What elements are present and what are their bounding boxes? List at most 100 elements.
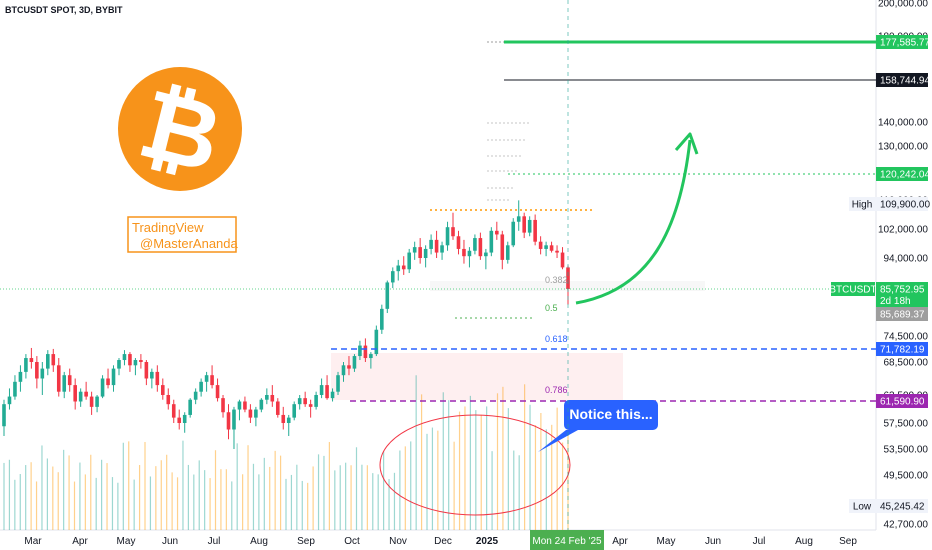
volume-bar: [491, 451, 493, 530]
candle: [341, 362, 346, 382]
candle: [363, 338, 368, 362]
candle: [215, 378, 220, 402]
x-tick-label: Aug: [250, 536, 268, 547]
volume-bar: [122, 442, 124, 530]
x-tick-label: May: [117, 536, 136, 547]
candle: [319, 378, 324, 399]
candle: [325, 375, 329, 400]
y-tick-label: 68,500.00: [884, 358, 929, 369]
volume-bar: [383, 451, 385, 530]
volume-bar: [529, 404, 531, 530]
candle: [62, 371, 67, 399]
candle: [84, 381, 88, 400]
y-tick-label: 94,000.00: [884, 254, 929, 265]
volume-bar: [513, 450, 515, 530]
candle: [144, 360, 149, 386]
volume-bar: [328, 442, 330, 530]
volume-bar: [242, 474, 244, 530]
levels-layer: 0.382 0.5 0.618 0.786: [0, 40, 876, 402]
volume-bar: [453, 441, 455, 530]
volume-bar: [534, 425, 537, 530]
candle: [259, 398, 264, 413]
volume-bar: [144, 441, 146, 530]
support-zone: [331, 353, 623, 400]
volume-bar: [339, 465, 341, 530]
fib-ratio-label: 0.5: [545, 303, 558, 313]
candle: [177, 409, 182, 430]
candle: [133, 358, 138, 376]
volume-bar: [73, 481, 76, 530]
volume-bar: [149, 476, 152, 530]
candle: [182, 412, 187, 433]
svg-text:85,752.95: 85,752.95: [880, 285, 925, 296]
candle: [56, 358, 61, 397]
y-tick-label: 102,000.00: [878, 225, 928, 236]
volume-bar: [420, 394, 423, 530]
volume-bar: [25, 465, 27, 530]
candle: [330, 388, 335, 402]
volume-bar: [111, 477, 114, 530]
price-tag: 85,689.37: [876, 307, 928, 321]
volume-bar: [301, 480, 303, 530]
candle: [467, 247, 472, 268]
price-axis[interactable]: [876, 0, 932, 550]
candle: [522, 212, 526, 239]
x-tick-label: Jul: [208, 536, 221, 547]
price-tag: 61,590.90: [876, 394, 928, 408]
y-tick-label: 49,500.00: [884, 471, 929, 482]
watermark-line2: @MasterAnanda: [140, 236, 239, 251]
candle: [73, 378, 77, 410]
crosshair-date-label: Mon 24 Feb '25: [530, 530, 604, 550]
x-tick-label: 2025: [476, 536, 499, 547]
volume-bar: [269, 466, 271, 530]
volume-bar: [166, 454, 168, 530]
candle: [495, 221, 499, 240]
candle: [78, 388, 83, 407]
candle: [24, 354, 28, 379]
candle: [516, 200, 521, 231]
candle: [462, 239, 466, 264]
volume-bar: [19, 474, 21, 530]
candle: [188, 398, 192, 418]
svg-text:177,585.77: 177,585.77: [880, 38, 930, 49]
x-tick-label: Aug: [795, 536, 813, 547]
candle: [456, 230, 461, 255]
curved-up-arrow-icon: [575, 132, 699, 305]
candle: [286, 414, 291, 436]
volume-bar: [561, 442, 564, 530]
candle: [7, 388, 12, 410]
y-tick-label: 42,700.00: [884, 520, 929, 531]
fib-ratio-label: 0.382: [545, 275, 568, 285]
candle: [445, 221, 450, 251]
volume-bar: [312, 466, 314, 530]
volume-bar: [247, 445, 249, 530]
candle: [122, 350, 127, 366]
volume-bar: [551, 424, 553, 530]
price-tag: 177,585.77: [876, 35, 930, 49]
price-tag: 71,782.19: [876, 342, 928, 356]
candle: [155, 365, 160, 392]
candle: [95, 395, 99, 413]
candle: [232, 406, 236, 449]
candle: [100, 375, 105, 399]
x-tick-label: Apr: [612, 536, 628, 547]
volume-bar: [540, 413, 542, 530]
candle: [248, 404, 253, 423]
candle: [221, 395, 225, 418]
volume-bar: [79, 462, 81, 530]
volume-bar: [317, 454, 320, 530]
volume-bar: [30, 462, 32, 530]
volume-bar: [106, 463, 108, 530]
volume-bar: [399, 450, 401, 530]
candle: [336, 371, 340, 395]
price-tag: 158,744.94: [876, 73, 930, 87]
candle: [369, 352, 373, 369]
candle: [89, 391, 94, 415]
time-axis[interactable]: [0, 530, 876, 550]
candle: [106, 368, 110, 389]
volume-bar: [252, 463, 255, 530]
svg-text:109,900.00: 109,900.00: [880, 200, 930, 211]
volume-bar: [57, 472, 59, 530]
volume-bar: [442, 392, 444, 530]
